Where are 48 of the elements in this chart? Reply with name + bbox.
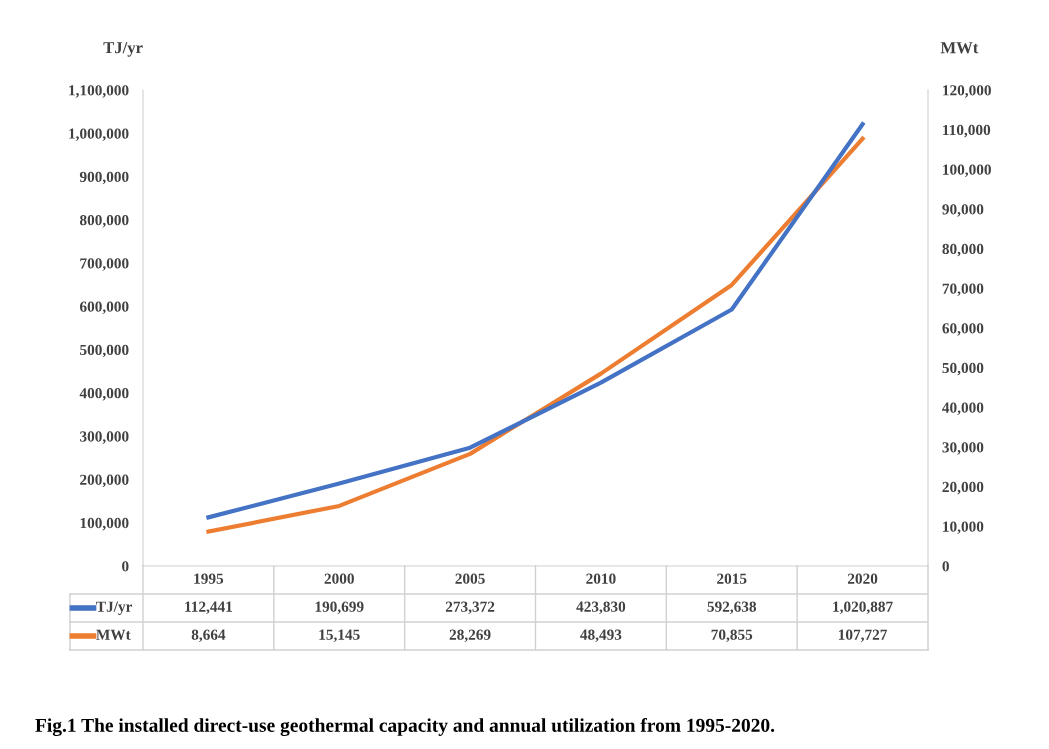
data-label: 15,145: [319, 629, 360, 643]
y-tick-label: 500,000: [80, 344, 129, 358]
legend-label: MWt: [96, 629, 131, 640]
y2-tick-label: 70,000: [942, 283, 984, 296]
y2-tick-label: 120,000: [943, 85, 991, 98]
y2-tick-label: 40,000: [942, 402, 984, 415]
y2-tick-label: 0: [942, 561, 949, 572]
x-tick-label: 1995: [194, 573, 224, 584]
y2-tick-label: 10,000: [943, 521, 984, 534]
data-label: 107,727: [838, 629, 888, 643]
data-label: 190,699: [315, 601, 364, 615]
data-label: 8,664: [191, 629, 226, 643]
legend-label: TJ/yr: [96, 601, 133, 615]
x-tick-label: 2010: [586, 573, 616, 584]
data-label: 70,855: [711, 629, 753, 643]
y-tick-label: 400,000: [79, 388, 129, 401]
y-tick-label: 1,100,000: [69, 85, 129, 98]
y2-tick-label: 90,000: [942, 204, 984, 217]
data-label: 592,638: [707, 601, 757, 615]
y-tick-label: 300,000: [80, 431, 129, 444]
y-tick-label: 0: [122, 561, 129, 572]
data-label: 112,441: [185, 601, 233, 615]
y2-tick-label: 50,000: [942, 362, 984, 376]
y2-tick-label: 60,000: [942, 323, 984, 336]
y-tick-label: 1,000,000: [69, 128, 129, 141]
y-axis-title: TJ/yr: [103, 42, 143, 57]
y2-tick-label: 100,000: [943, 164, 991, 177]
data-label: 423,830: [576, 601, 626, 615]
x-tick-label: 2000: [324, 573, 354, 584]
y2-tick-label: 110,000: [943, 124, 991, 138]
y2-tick-label: 30,000: [942, 442, 984, 455]
y-tick-label: 200,000: [80, 474, 129, 488]
data-label: 273,372: [445, 601, 495, 615]
x-tick-label: 2005: [455, 573, 485, 584]
data-label: 48,493: [580, 629, 622, 643]
y-tick-label: 700,000: [80, 258, 129, 271]
y2-tick-label: 20,000: [942, 481, 984, 495]
data-label: 1,020,887: [833, 601, 893, 615]
y-tick-label: 600,000: [79, 301, 129, 315]
x-tick-label: 2015: [717, 573, 747, 584]
y2-axis-title: MWt: [940, 42, 979, 54]
y-tick-label: 100,000: [80, 517, 129, 531]
y2-tick-label: 80,000: [942, 243, 984, 257]
caption: Fig.1 The installed direct-use geothermal capacity and annual utilization from 1995-2020.: [35, 718, 775, 736]
y-tick-label: 800,000: [79, 214, 129, 228]
x-tick-label: 2020: [847, 573, 878, 584]
data-label: 28,269: [449, 629, 491, 643]
y-tick-label: 900,000: [79, 171, 129, 185]
